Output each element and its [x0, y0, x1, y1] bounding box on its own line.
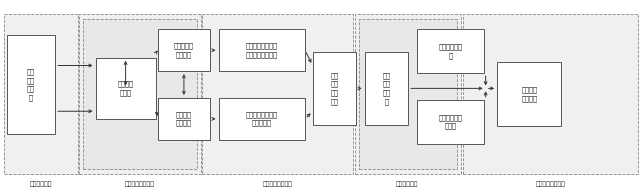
Bar: [202, 14, 353, 174]
Text: 数据筛分处理模块: 数据筛分处理模块: [125, 182, 155, 188]
Bar: [7, 35, 55, 134]
Text: 历史负荷数据
库: 历史负荷数据 库: [438, 44, 463, 59]
Bar: [365, 52, 408, 125]
Bar: [313, 52, 356, 125]
Text: 累积效应不
显著负荷: 累积效应不 显著负荷: [174, 43, 194, 58]
Text: 建立
综合
预测
模型: 建立 综合 预测 模型: [331, 72, 338, 105]
Text: 负荷预测模块: 负荷预测模块: [396, 182, 419, 188]
Text: 历史气象
数据库: 历史气象 数据库: [118, 81, 134, 96]
Bar: [79, 14, 200, 174]
Bar: [158, 29, 210, 71]
Text: 累积日负荷修正模
型建模模块: 累积日负荷修正模 型建模模块: [246, 111, 278, 127]
Bar: [218, 29, 305, 71]
Text: 负荷预测建模模块: 负荷预测建模模块: [263, 182, 293, 188]
Bar: [417, 100, 484, 144]
Bar: [417, 29, 484, 73]
Bar: [4, 14, 78, 174]
Text: 非累积日负荷基础
预测模型建模模块: 非累积日负荷基础 预测模型建模模块: [246, 43, 278, 58]
Bar: [218, 98, 305, 140]
Bar: [83, 19, 196, 169]
Text: 定时
更新
触发
器: 定时 更新 触发 器: [383, 72, 390, 105]
Bar: [463, 14, 638, 174]
Text: 累积效应
显著负荷: 累积效应 显著负荷: [176, 111, 192, 127]
Bar: [355, 14, 461, 174]
Bar: [497, 62, 561, 127]
Text: 历史
负荷
数据
库: 历史 负荷 数据 库: [27, 68, 35, 101]
Bar: [359, 19, 457, 169]
Text: 未来气象预测
数据库: 未来气象预测 数据库: [438, 114, 463, 129]
Bar: [158, 98, 210, 140]
Text: 软件图形界面模块: 软件图形界面模块: [535, 182, 566, 188]
Text: 数据采集模块: 数据采集模块: [30, 182, 52, 188]
Bar: [96, 58, 157, 119]
Text: 负荷预测
结果输出: 负荷预测 结果输出: [521, 86, 537, 102]
